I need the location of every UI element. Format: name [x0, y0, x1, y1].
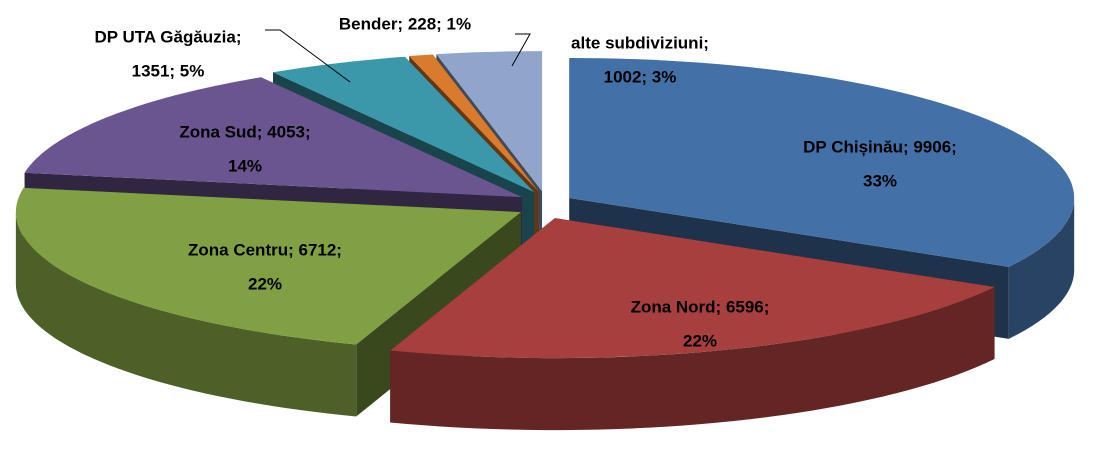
data-label: Zona Nord; 6596; — [631, 297, 770, 316]
leader-line — [511, 33, 531, 67]
slice — [390, 218, 995, 359]
slice — [272, 56, 535, 193]
data-label: 22% — [248, 274, 282, 293]
slice — [15, 187, 521, 345]
data-label: Zona Sud; 4053; — [179, 122, 310, 141]
slice-outer-wall — [1008, 197, 1075, 339]
data-label: DP Chișinău; 9906; — [803, 137, 957, 156]
data-label: alte subdiviziuni; — [571, 33, 709, 52]
data-label: 1002; 3% — [604, 67, 677, 86]
data-label: 14% — [228, 156, 262, 175]
data-label: Bender; 228; 1% — [339, 14, 471, 33]
slice-outer-wall — [390, 286, 995, 431]
slice-outer-wall — [15, 212, 357, 417]
data-label: 1351; 5% — [132, 61, 205, 80]
slice — [409, 54, 539, 192]
slice — [436, 51, 543, 192]
slice — [24, 77, 522, 198]
data-label: DP UTA Găgăuzia; — [94, 27, 241, 46]
data-label: 33% — [863, 171, 897, 190]
slice — [569, 57, 1075, 267]
data-label: Zona Centru; 6712; — [188, 240, 342, 259]
leader-line — [265, 29, 351, 83]
data-label: 22% — [683, 331, 717, 350]
